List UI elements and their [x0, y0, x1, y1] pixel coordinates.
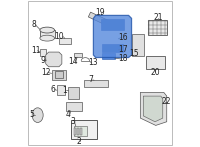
- Text: 17: 17: [118, 45, 128, 54]
- FancyBboxPatch shape: [146, 56, 165, 69]
- Text: 10: 10: [54, 32, 64, 41]
- FancyBboxPatch shape: [148, 20, 167, 35]
- Text: 13: 13: [88, 58, 97, 67]
- Text: 20: 20: [150, 68, 160, 77]
- FancyBboxPatch shape: [84, 80, 108, 87]
- FancyBboxPatch shape: [77, 128, 79, 135]
- Polygon shape: [46, 52, 62, 67]
- FancyBboxPatch shape: [102, 44, 123, 52]
- Polygon shape: [52, 70, 66, 80]
- Text: 21: 21: [153, 13, 163, 22]
- Ellipse shape: [32, 108, 43, 122]
- Text: 1: 1: [62, 86, 67, 95]
- Text: 15: 15: [129, 49, 139, 58]
- Bar: [40, 30, 55, 38]
- Text: 2: 2: [76, 137, 81, 146]
- Text: 11: 11: [31, 46, 40, 55]
- Polygon shape: [143, 96, 163, 122]
- Ellipse shape: [40, 35, 55, 41]
- Text: 22: 22: [162, 97, 171, 106]
- FancyBboxPatch shape: [74, 128, 76, 135]
- Text: 5: 5: [29, 110, 34, 119]
- Text: 4: 4: [66, 110, 71, 119]
- Polygon shape: [132, 34, 144, 56]
- Polygon shape: [140, 92, 167, 125]
- Text: 16: 16: [118, 33, 128, 42]
- Ellipse shape: [40, 27, 55, 33]
- FancyBboxPatch shape: [71, 120, 97, 139]
- FancyBboxPatch shape: [102, 53, 115, 59]
- Text: 6: 6: [50, 85, 55, 94]
- FancyBboxPatch shape: [74, 126, 87, 136]
- FancyBboxPatch shape: [66, 102, 82, 111]
- Text: 18: 18: [118, 55, 127, 64]
- FancyBboxPatch shape: [55, 71, 63, 78]
- Text: 14: 14: [68, 57, 78, 66]
- FancyBboxPatch shape: [57, 85, 65, 95]
- FancyBboxPatch shape: [101, 19, 124, 30]
- Text: 8: 8: [32, 20, 36, 29]
- Text: 7: 7: [88, 75, 93, 84]
- FancyBboxPatch shape: [80, 128, 82, 135]
- Text: 12: 12: [41, 68, 50, 77]
- FancyBboxPatch shape: [59, 38, 71, 44]
- FancyBboxPatch shape: [74, 52, 82, 57]
- Text: 19: 19: [95, 8, 105, 17]
- Polygon shape: [88, 12, 113, 27]
- Polygon shape: [93, 15, 132, 57]
- FancyBboxPatch shape: [40, 49, 46, 56]
- Text: 9: 9: [40, 56, 45, 65]
- Text: 3: 3: [71, 117, 76, 126]
- Polygon shape: [68, 87, 79, 99]
